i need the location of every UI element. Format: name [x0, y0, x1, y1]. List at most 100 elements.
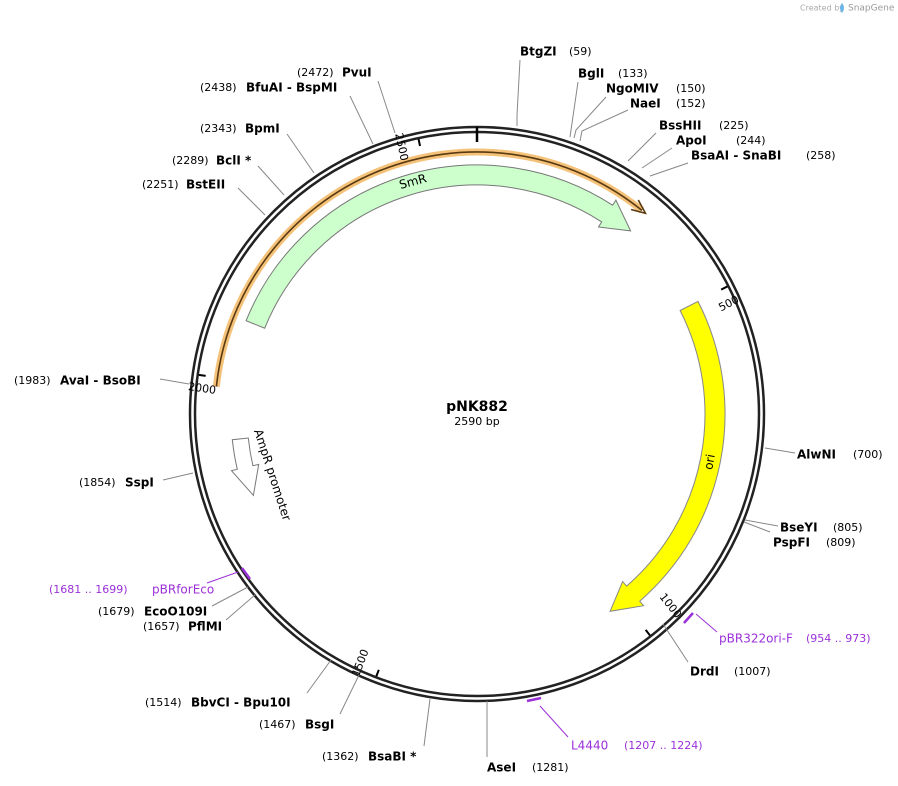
leader-line [211, 586, 249, 607]
primer-range: (954 .. 973) [806, 632, 871, 645]
site-name: AlwNI [797, 448, 836, 462]
site-position: (700) [853, 448, 883, 461]
primer-name: L4440 [571, 739, 608, 753]
site-position: (1679) [98, 605, 135, 618]
site-position: (1467) [259, 718, 296, 731]
watermark-created: Created by [800, 4, 844, 13]
leader-line [225, 593, 257, 621]
leader-line [764, 447, 796, 454]
leader-line [257, 165, 285, 196]
ring-tick [417, 138, 422, 147]
site-name: NgoMIV [606, 82, 659, 96]
ring-tick-label: 2000 [187, 380, 217, 397]
site-name: PflMI [188, 620, 222, 634]
site-name: PspFI [773, 536, 810, 550]
leader-line [649, 162, 689, 177]
site-position: (2438) [200, 81, 237, 94]
feature-label: AmpR promoter [251, 427, 294, 522]
site-name: EcoO109I [144, 605, 207, 619]
site-position: (225) [719, 119, 749, 132]
site-position: (2472) [297, 66, 334, 79]
ring-tick [644, 629, 651, 637]
site-name: AseI [487, 761, 516, 775]
site-name: BpmI [245, 122, 280, 136]
ring-tick-label: 2500 [392, 132, 411, 162]
leader-line [743, 521, 771, 533]
site-name: ApoI [676, 134, 707, 148]
site-name: BsgI [305, 718, 334, 732]
leader-line [237, 187, 266, 216]
feature-arrow [230, 437, 260, 497]
site-name: AvaI - BsoBI [60, 374, 141, 388]
site-position: (1007) [734, 665, 771, 678]
site-position: (1281) [532, 761, 569, 774]
ring-tick [720, 285, 728, 291]
site-name: BsaBI * [368, 750, 417, 764]
site-position: (1854) [79, 476, 116, 489]
ring-tick [375, 669, 380, 677]
site-name: BseYI [780, 521, 818, 535]
snapgene-logo [840, 3, 844, 13]
primer-range: (1681 .. 1699) [49, 583, 128, 596]
site-name: DrdI [690, 665, 719, 679]
leader-line [306, 659, 332, 694]
site-name: BstEII [186, 178, 225, 192]
site-name: BglI [578, 67, 604, 81]
site-position: (1514) [145, 696, 182, 709]
site-position: (1657) [143, 620, 180, 633]
leader-line [159, 378, 190, 385]
primer-name: pBR322ori-F [719, 632, 793, 646]
leader-line [569, 81, 579, 138]
site-name: SspI [125, 476, 154, 490]
leader-line [339, 674, 360, 715]
site-name: BtgZI [520, 45, 557, 59]
site-position: (805) [833, 521, 863, 534]
primer-range: (1207 .. 1224) [624, 739, 703, 752]
leader-line [377, 80, 396, 134]
primer-mark [240, 567, 252, 580]
feature-arrow [609, 300, 726, 612]
leader-line [744, 519, 779, 527]
site-name: BsaAI - SnaBI [691, 149, 781, 163]
leader-line [641, 147, 673, 169]
site-position: (1362) [322, 750, 359, 763]
site-name: BfuAI - BspMI [246, 81, 337, 95]
site-position: (150) [676, 82, 706, 95]
primer-mark [526, 696, 542, 703]
site-name: NaeI [630, 97, 661, 111]
site-position: (2343) [200, 122, 237, 135]
feature-arrow [245, 164, 632, 329]
selection-line [215, 151, 643, 387]
leader-line [516, 59, 521, 126]
primer-leader [206, 571, 239, 584]
site-position: (133) [618, 67, 648, 80]
leader-line [573, 96, 607, 139]
leader-line [423, 698, 431, 747]
ring-tick [198, 373, 206, 377]
site-position: (2251) [142, 178, 179, 191]
primer-mark [683, 612, 694, 624]
primer-name: pBRforEco [152, 583, 214, 597]
leader-line [662, 623, 689, 663]
leader-line [627, 132, 657, 162]
site-position: (244) [736, 134, 766, 147]
leader-line [579, 109, 629, 142]
leader-line [286, 133, 315, 174]
primer-leader [539, 705, 569, 738]
feature-label: SmR [398, 171, 428, 192]
site-name: BssHII [659, 119, 701, 133]
primer-leader [695, 613, 718, 633]
site-position: (2289) [172, 154, 209, 167]
site-position: (258) [806, 149, 836, 162]
site-position: (59) [569, 45, 592, 58]
site-position: (1983) [14, 374, 51, 387]
selection-head [630, 199, 647, 215]
plasmid-name: pNK882 [446, 399, 508, 415]
plasmid-length: 2590 bp [454, 415, 499, 428]
site-name: BclI * [216, 154, 252, 168]
watermark-brand: SnapGene [848, 4, 895, 14]
site-position: (809) [826, 536, 856, 549]
site-name: PvuI [342, 66, 372, 80]
feature-label: ori [701, 453, 717, 471]
